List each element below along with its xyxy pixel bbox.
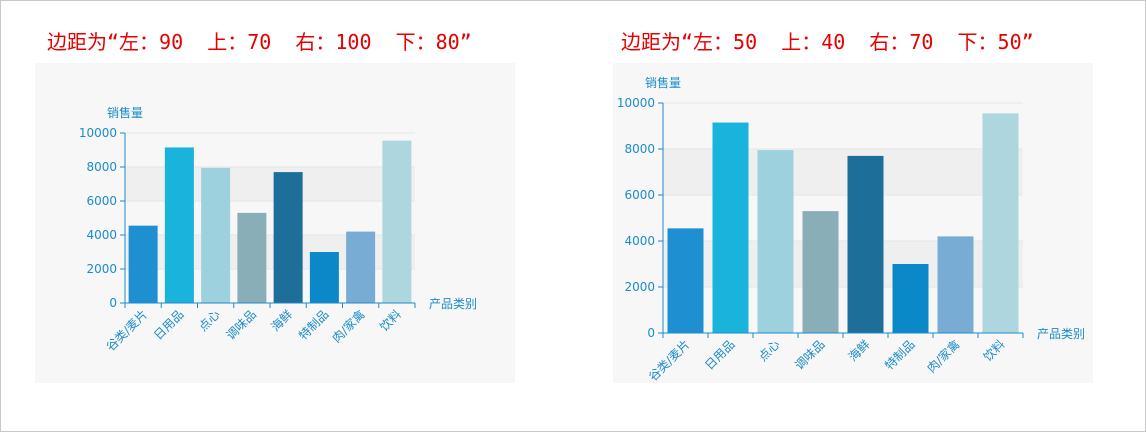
y-tick-label: 4000 [86, 228, 117, 242]
bar-chart-left: 0 2000 4000 6000 8000 10000 谷类/麦片 日用品 点心 调味品 海鲜 特制品… [79, 105, 477, 354]
y-tick-label: 4000 [624, 234, 655, 248]
bar-8 [982, 113, 1019, 333]
y-tick-label: 2000 [86, 262, 117, 276]
x-tick-label: 饮料 [377, 307, 404, 334]
x-tick-label: 点心 [756, 337, 783, 364]
x-tick-label: 特制品 [295, 307, 331, 343]
x-tick-label: 特制品 [882, 337, 918, 373]
x-tick-label: 肉/家禽 [924, 337, 963, 376]
y-tick-label: 6000 [86, 194, 117, 208]
heading-left: 边距为“左：90 上：70 右：100 下：80” [47, 30, 472, 54]
x-tick-label: 饮料 [981, 337, 1008, 364]
y-axis-title: 销售量 [107, 105, 143, 120]
bar-3 [757, 150, 794, 333]
heading-right: 边距为“左：50 上：40 右：70 下：50” [621, 30, 1034, 54]
x-axis-title: 产品类别 [1037, 327, 1085, 341]
x-tick-label: 海鲜 [845, 337, 873, 365]
y-tick-label: 6000 [624, 188, 655, 202]
chart-panel-left: 0 2000 4000 6000 8000 10000 谷类/麦片 日用品 点心 调味品 海鲜 特制品… [35, 63, 515, 383]
y-tick-label: 8000 [86, 160, 117, 174]
bar-6 [309, 252, 339, 303]
y-axis-title: 销售量 [645, 75, 681, 90]
x-tick-label: 调味品 [224, 307, 259, 342]
y-tick-label: 0 [647, 326, 655, 340]
x-tick-label: 日用品 [702, 337, 737, 372]
bar-5 [847, 155, 884, 333]
bar-6 [892, 264, 929, 333]
y-tick-label: 0 [109, 296, 117, 310]
x-tick-label: 谷类/麦片 [104, 307, 151, 354]
bar-1 [667, 228, 704, 333]
y-tick-label: 10000 [617, 96, 655, 110]
bar-8 [382, 140, 412, 303]
x-tick-label: 点心 [196, 307, 223, 334]
bar-chart-right: 0 2000 4000 6000 8000 10000 谷类/麦片 日用品 点心 调味品 海鲜 特制品… [617, 75, 1085, 383]
x-tick-label: 肉/家禽 [329, 307, 368, 346]
x-axis-title: 产品类别 [429, 297, 477, 311]
bar-2 [712, 122, 749, 333]
chart-panel-right: 0 2000 4000 6000 8000 10000 谷类/麦片 日用品 点心 调味品 海鲜 特制品… [613, 63, 1093, 383]
bar-1 [128, 225, 158, 303]
bar-7 [346, 231, 376, 303]
x-tick-label: 调味品 [792, 337, 827, 372]
y-tick-label: 8000 [624, 142, 655, 156]
x-tick-label: 谷类/麦片 [646, 337, 693, 383]
bar-2 [164, 147, 194, 303]
bar-7 [937, 236, 974, 333]
y-tick-label: 2000 [624, 280, 655, 294]
bar-3 [201, 167, 231, 303]
bar-5 [273, 172, 303, 303]
bar-4 [802, 211, 839, 333]
bar-4 [237, 212, 267, 303]
x-tick-label: 海鲜 [268, 307, 296, 335]
x-tick-label: 日用品 [151, 307, 186, 342]
y-tick-label: 10000 [79, 126, 117, 140]
